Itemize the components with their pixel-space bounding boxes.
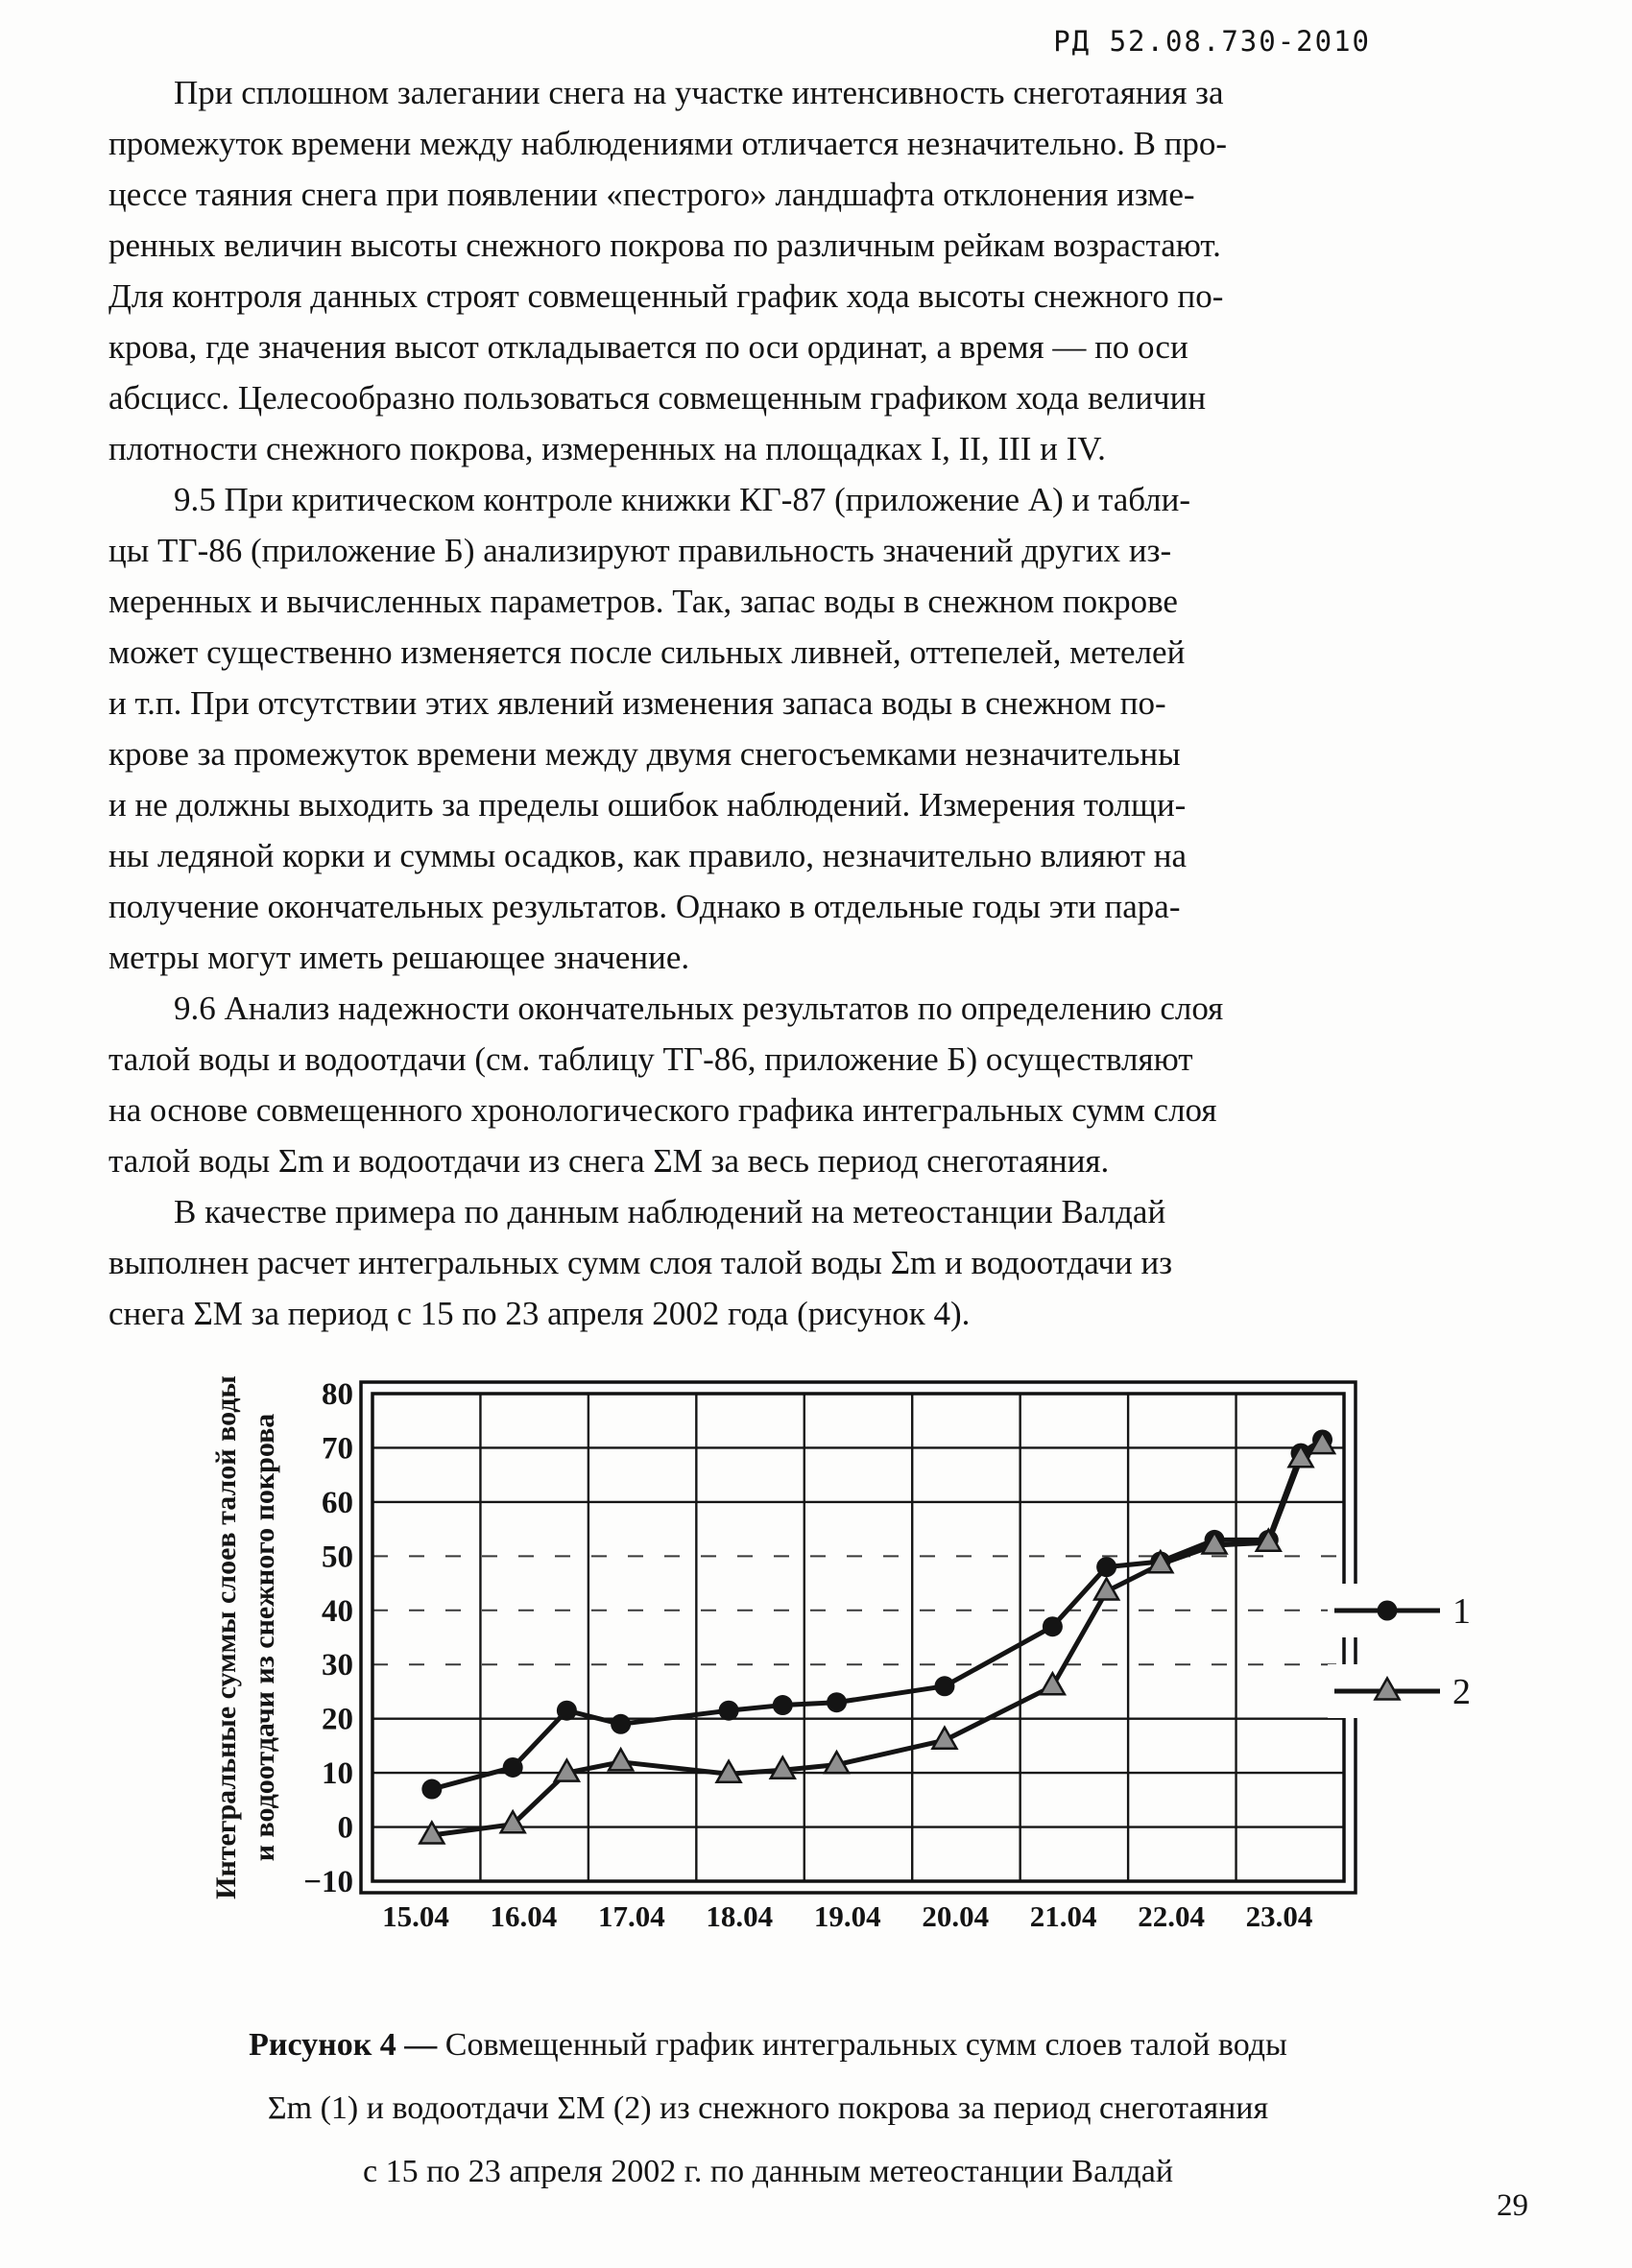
y-tick-label: 70 bbox=[322, 1431, 353, 1466]
x-tick-label: 18.04 bbox=[706, 1899, 773, 1933]
data-point-circle bbox=[421, 1779, 443, 1800]
text-line: на основе совмещенного хронологического … bbox=[108, 1091, 1217, 1129]
doc-code: РД 52.08.730-2010 bbox=[1053, 25, 1371, 58]
y-axis-title-line: Интегральные суммы слоев талой воды bbox=[210, 1375, 242, 1899]
series-1 bbox=[421, 1429, 1333, 1800]
caption-line-1-text: Совмещенный график интегральных сумм сло… bbox=[437, 2027, 1287, 2063]
y-axis-tick-labels: 80 70 60 50 40 30 20 10 0 −10 bbox=[303, 1377, 353, 1899]
text-line: цы ТГ-86 (приложение Б) анализируют прав… bbox=[108, 532, 1172, 569]
text-line: Для контроля данных строят совмещенный г… bbox=[108, 277, 1224, 315]
text-line: талой воды Σm и водоотдачи из снега ΣМ з… bbox=[108, 1142, 1110, 1180]
chart-legend: 12 bbox=[1328, 1584, 1497, 1718]
data-point-triangle bbox=[930, 1725, 959, 1750]
text-line: может существенно изменяется после сильн… bbox=[108, 633, 1186, 671]
data-point-triangle bbox=[822, 1749, 852, 1775]
y-tick-label: 30 bbox=[322, 1648, 353, 1683]
caption-line: с 15 по 23 апреля 2002 г. по данным мете… bbox=[362, 2154, 1174, 2189]
text-line: крова, где значения высот откладывается … bbox=[108, 328, 1188, 366]
y-tick-label: 80 bbox=[322, 1377, 353, 1412]
data-point-triangle bbox=[1254, 1527, 1283, 1552]
x-tick-label: 22.04 bbox=[1138, 1899, 1205, 1933]
data-point-triangle bbox=[1308, 1429, 1337, 1455]
data-point-triangle bbox=[768, 1755, 797, 1780]
text-line: и не должны выходить за пределы ошибок н… bbox=[108, 786, 1187, 824]
data-point-triangle bbox=[552, 1757, 582, 1782]
series-line bbox=[431, 1437, 1324, 1792]
text-line: промежуток времени между наблюдениями от… bbox=[108, 125, 1228, 162]
data-point-triangle bbox=[1092, 1575, 1121, 1601]
text-line: снега ΣМ за период с 15 по 23 апреля 200… bbox=[108, 1295, 971, 1332]
text-line: ны ледяной корки и суммы осадков, как пр… bbox=[108, 837, 1188, 874]
y-tick-label: 40 bbox=[322, 1594, 353, 1629]
text-line: При сплошном залегании снега на участке … bbox=[174, 74, 1224, 111]
data-point-triangle bbox=[498, 1808, 527, 1834]
data-point-circle bbox=[556, 1700, 577, 1721]
x-tick-label: 20.04 bbox=[922, 1899, 989, 1933]
caption-line: Σm (1) и водоотдачи ΣМ (2) из снежного п… bbox=[267, 2090, 1269, 2126]
y-tick-label: 60 bbox=[322, 1486, 353, 1520]
data-point-circle bbox=[718, 1700, 739, 1721]
text-line: метры могут иметь решающее значение. bbox=[108, 939, 690, 976]
data-point-circle bbox=[502, 1756, 523, 1778]
x-tick-label: 17.04 bbox=[598, 1899, 665, 1933]
x-tick-label: 16.04 bbox=[491, 1899, 558, 1933]
data-point-triangle bbox=[418, 1819, 446, 1845]
series-2 bbox=[418, 1429, 1337, 1845]
data-point-circle bbox=[1377, 1600, 1398, 1621]
x-tick-label: 19.04 bbox=[814, 1899, 881, 1933]
page-number: 29 bbox=[1497, 2188, 1528, 2223]
data-point-circle bbox=[1096, 1557, 1117, 1578]
data-point-triangle bbox=[1286, 1443, 1315, 1468]
text-line: абсцисс. Целесообразно пользоваться совм… bbox=[108, 379, 1207, 417]
figure-caption: Рисунок 4 — Совмещенный график интеграль… bbox=[144, 2014, 1392, 2204]
text-line: получение окончательных результатов. Одн… bbox=[108, 888, 1181, 925]
caption-figure-label: Рисунок 4 — bbox=[249, 2027, 438, 2063]
y-tick-label: 50 bbox=[322, 1540, 353, 1574]
text-line: меренных и вычисленных параметров. Так, … bbox=[108, 583, 1178, 620]
data-point-triangle bbox=[1200, 1530, 1229, 1555]
text-line: талой воды и водоотдачи (см. таблицу ТГ-… bbox=[108, 1040, 1193, 1078]
body-text: При сплошном залегании снега на участке … bbox=[108, 67, 1228, 1339]
text-line: выполнен расчет интегральных сумм слоя т… bbox=[108, 1244, 1173, 1281]
data-point-circle bbox=[772, 1695, 793, 1716]
legend-label: 2 bbox=[1452, 1672, 1471, 1712]
x-tick-label: 21.04 bbox=[1030, 1899, 1097, 1933]
caption-line: Рисунок 4 — Совмещенный график интеграль… bbox=[144, 2014, 1392, 2077]
chart-frame bbox=[371, 1392, 1346, 1883]
y-tick-label: 20 bbox=[322, 1703, 353, 1737]
text-line: 9.6 Анализ надежности окончательных резу… bbox=[174, 990, 1224, 1027]
text-line: ренных величин высоты снежного покрова п… bbox=[108, 227, 1221, 264]
data-point-circle bbox=[1042, 1616, 1063, 1637]
text-line: крове за промежуток времени между двумя … bbox=[108, 735, 1181, 773]
text-line: и т.п. При отсутствии этих явлений измен… bbox=[108, 684, 1166, 722]
text-line: 9.5 При критическом контроле книжки КГ-8… bbox=[174, 481, 1191, 518]
text-line: цессе таяния снега при появлении «пестро… bbox=[108, 176, 1195, 213]
data-point-triangle bbox=[606, 1746, 636, 1772]
y-tick-label: 0 bbox=[338, 1811, 354, 1846]
text-line: плотности снежного покрова, измеренных н… bbox=[108, 430, 1106, 467]
chart-svg: 80 70 60 50 40 30 20 10 0 −10 15.04 16.04 17.04 18.04… bbox=[210, 1375, 1497, 1933]
data-point-triangle bbox=[714, 1758, 743, 1783]
chart-gridlines bbox=[372, 1394, 1344, 1881]
y-axis-title-line: и водоотдачи из снежного покрова bbox=[249, 1414, 280, 1862]
data-point-circle bbox=[934, 1676, 955, 1697]
y-tick-label: 10 bbox=[322, 1756, 353, 1791]
data-point-triangle bbox=[1373, 1675, 1402, 1701]
x-tick-label: 23.04 bbox=[1246, 1899, 1313, 1933]
x-tick-label: 15.04 bbox=[382, 1899, 449, 1933]
data-point-triangle bbox=[1146, 1548, 1175, 1574]
figure-4: 80 70 60 50 40 30 20 10 0 −10 15.04 16.04 17.04 18.04… bbox=[197, 1373, 1560, 1977]
legend-label: 1 bbox=[1452, 1591, 1471, 1632]
data-point-triangle bbox=[1038, 1670, 1068, 1696]
x-axis-tick-labels: 15.04 16.04 17.04 18.04 19.04 20.04 21.04 22.04… bbox=[382, 1899, 1312, 1933]
data-point-circle bbox=[611, 1713, 632, 1734]
y-tick-label: −10 bbox=[303, 1865, 353, 1899]
y-axis-title: Интегральные суммы слоев талой воды и вод… bbox=[210, 1375, 280, 1899]
text-line: В качестве примера по данным наблюдений … bbox=[174, 1193, 1166, 1230]
data-point-circle bbox=[827, 1692, 848, 1713]
